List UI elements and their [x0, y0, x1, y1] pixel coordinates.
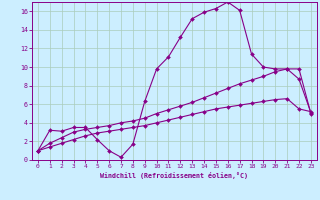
X-axis label: Windchill (Refroidissement éolien,°C): Windchill (Refroidissement éolien,°C) [100, 172, 248, 179]
